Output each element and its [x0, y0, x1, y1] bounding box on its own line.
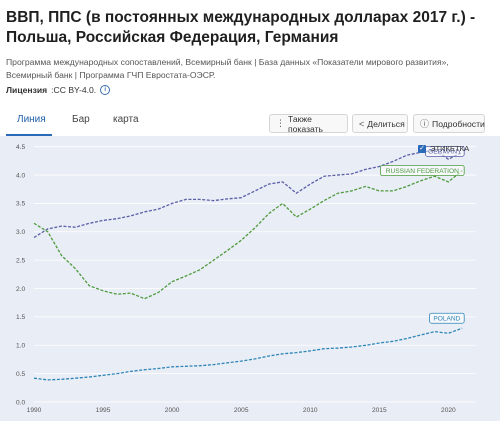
chart-header: ВВП, ППС (в постоянных международных дол…	[0, 0, 500, 95]
legend-label: ЭТИКЕТКА	[430, 144, 470, 153]
x-tick-label: 2000	[165, 407, 180, 414]
tab-line[interactable]: Линия	[17, 114, 46, 125]
series-tag-label-poland: POLAND	[433, 316, 460, 323]
y-tick-label: 1.5	[16, 314, 25, 321]
show-also-button[interactable]: ⋮ Также показать	[269, 113, 348, 134]
y-tick-label: 3.5	[16, 201, 25, 208]
x-tick-label: 2020	[441, 407, 456, 414]
x-tick-label: 1995	[96, 407, 111, 414]
chart-area: ✓ ЭТИКЕТКА 0.0 0.5 1.0 1.5 2.0 2.5 3.0 3.5 4.0 4.…	[0, 136, 500, 421]
x-tick-label: 1990	[27, 407, 42, 414]
series-tag-box-russia	[379, 165, 465, 176]
info-icon[interactable]: i	[100, 85, 111, 95]
page-title: ВВП, ППС (в постоянных международных дол…	[6, 9, 476, 46]
legend[interactable]: ✓ ЭТИКЕТКА	[418, 144, 469, 153]
legend-checkbox-icon[interactable]: ✓	[418, 144, 426, 153]
y-tick-label: 0.5	[16, 371, 25, 378]
y-tick-label: 2.5	[16, 257, 25, 264]
y-tick-label: 2.0	[16, 286, 25, 293]
y-tick-label: 0.0	[16, 399, 25, 406]
details-button[interactable]: ⓘ Подробности	[413, 114, 485, 133]
y-tick-label: 1.0	[16, 343, 25, 350]
details-label: Подробности	[432, 118, 485, 129]
share-button[interactable]: < Делиться	[352, 114, 408, 133]
y-tick-label: 3.0	[16, 229, 25, 236]
tab-bar[interactable]: Бар	[72, 114, 90, 125]
show-also-label: Также показать	[288, 113, 324, 134]
license-row: Лицензия :CC BY-4.0. i	[6, 85, 488, 95]
series-tag-label-russia: RUSSIAN FEDERATION	[386, 168, 459, 175]
series-tag-box-poland	[429, 312, 465, 324]
x-tick-label: 2005	[234, 407, 249, 414]
more-dots-icon: ⋮	[276, 118, 285, 128]
source-text: Программа международных сопоставлений, В…	[6, 57, 449, 80]
series-line-germany	[33, 149, 463, 239]
series-line-russia	[33, 169, 463, 300]
line-chart: 0.0 0.5 1.0 1.5 2.0 2.5 3.0 3.5 4.0 4.5 1990 1995 20…	[16, 144, 476, 414]
series-line-poland	[33, 327, 463, 381]
share-label: Делиться	[367, 118, 405, 129]
series-tag-label-germany: GERMANY	[428, 149, 462, 156]
x-tick-label: 2015	[372, 407, 387, 414]
x-tick-label: 2010	[303, 407, 318, 414]
tabs-bar: Линия Бар карта ⋮ Также показать < Делит…	[0, 108, 500, 137]
share-icon: <	[359, 118, 365, 129]
license-label: Лицензия	[6, 85, 48, 95]
tab-map[interactable]: карта	[113, 114, 139, 125]
y-tick-label: 4.5	[16, 144, 25, 151]
info-circle-icon: ⓘ	[420, 119, 430, 129]
license-value[interactable]: :CC BY-4.0.	[51, 85, 97, 95]
active-tab-underline	[6, 134, 52, 136]
y-tick-label: 4.0	[16, 172, 25, 179]
